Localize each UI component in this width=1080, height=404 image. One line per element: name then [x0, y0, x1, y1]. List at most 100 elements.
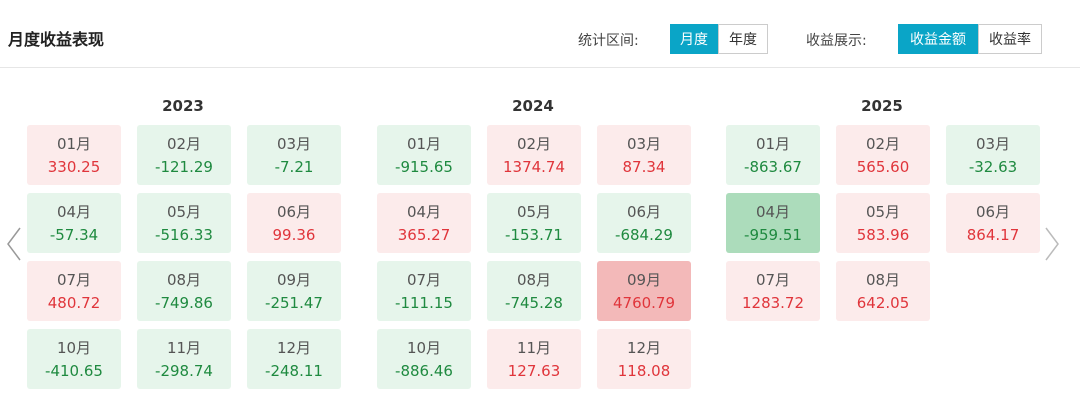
month-label: 03月: [975, 135, 1011, 153]
month-value: 864.17: [966, 226, 1020, 244]
month-cell: 10月 -886.46: [377, 329, 471, 389]
month-label: 06月: [626, 203, 662, 221]
month-cell: 11月 127.63: [487, 329, 581, 389]
display-button[interactable]: 收益率: [978, 24, 1042, 54]
month-cell: 07月 480.72: [27, 261, 121, 321]
month-value: 127.63: [507, 362, 561, 380]
month-label: 05月: [166, 203, 202, 221]
year-label: 2024: [512, 97, 554, 115]
month-cell: 03月 87.34: [597, 125, 691, 185]
month-value: 642.05: [856, 294, 910, 312]
month-cell: 01月 330.25: [27, 125, 121, 185]
month-cell: 02月 -121.29: [137, 125, 231, 185]
month-label: 08月: [865, 271, 901, 289]
month-cell: 10月 -410.65: [27, 329, 121, 389]
month-value: -7.21: [274, 158, 314, 176]
month-value: 1283.72: [741, 294, 805, 312]
month-value: 99.36: [272, 226, 316, 244]
month-cell: 05月 -516.33: [137, 193, 231, 253]
page-title: 月度收益表现: [8, 30, 105, 49]
month-value: 118.08: [617, 362, 671, 380]
month-value: -410.65: [45, 362, 103, 380]
divider: [0, 67, 1080, 68]
month-cell: 04月 365.27: [377, 193, 471, 253]
month-label: 01月: [56, 135, 92, 153]
month-value: -57.34: [49, 226, 99, 244]
month-label: 11月: [166, 339, 202, 357]
month-label: 07月: [755, 271, 791, 289]
month-cell: 09月 -251.47: [247, 261, 341, 321]
month-label: 10月: [406, 339, 442, 357]
month-cell: 07月 -111.15: [377, 261, 471, 321]
period-label: 统计区间:: [578, 33, 639, 49]
prev-arrow[interactable]: [4, 226, 24, 262]
month-value: 365.27: [397, 226, 451, 244]
month-label: 04月: [406, 203, 442, 221]
month-label: 10月: [56, 339, 92, 357]
month-label: 06月: [276, 203, 312, 221]
month-value: -121.29: [155, 158, 213, 176]
month-value: -959.51: [744, 226, 802, 244]
month-cell: 02月 1374.74: [487, 125, 581, 185]
month-label: 05月: [516, 203, 552, 221]
month-cell: 12月 -248.11: [247, 329, 341, 389]
period-button[interactable]: 年度: [718, 24, 768, 54]
month-value: 87.34: [622, 158, 666, 176]
month-value: 4760.79: [612, 294, 676, 312]
month-cell: 01月 -863.67: [726, 125, 820, 185]
month-label: 01月: [406, 135, 442, 153]
month-value: -863.67: [744, 158, 802, 176]
month-label: 02月: [865, 135, 901, 153]
month-cell: 04月 -959.51: [726, 193, 820, 253]
month-label: 12月: [276, 339, 312, 357]
month-value: 1374.74: [502, 158, 566, 176]
month-label: 07月: [406, 271, 442, 289]
month-label: 11月: [516, 339, 552, 357]
month-cell: 05月 -153.71: [487, 193, 581, 253]
month-value: 583.96: [856, 226, 910, 244]
month-cell: 09月 4760.79: [597, 261, 691, 321]
month-label: 09月: [276, 271, 312, 289]
month-cell: 08月 -745.28: [487, 261, 581, 321]
month-value: -915.65: [395, 158, 453, 176]
month-value: 480.72: [47, 294, 101, 312]
month-label: 04月: [56, 203, 92, 221]
month-value: 565.60: [856, 158, 910, 176]
month-value: -745.28: [505, 294, 563, 312]
month-cell: 08月 -749.86: [137, 261, 231, 321]
month-value: -248.11: [265, 362, 323, 380]
month-value: -749.86: [155, 294, 213, 312]
month-cell: 11月 -298.74: [137, 329, 231, 389]
year-label: 2023: [162, 97, 204, 115]
month-cell: 07月 1283.72: [726, 261, 820, 321]
month-cell: 05月 583.96: [836, 193, 930, 253]
month-value: -32.63: [968, 158, 1018, 176]
month-label: 03月: [626, 135, 662, 153]
month-label: 04月: [755, 203, 791, 221]
display-button[interactable]: 收益金额: [898, 24, 978, 54]
month-value: -684.29: [615, 226, 673, 244]
month-cell: 06月 864.17: [946, 193, 1040, 253]
month-label: 05月: [865, 203, 901, 221]
display-label: 收益展示:: [806, 33, 867, 49]
month-label: 12月: [626, 339, 662, 357]
month-cell: 02月 565.60: [836, 125, 930, 185]
month-label: 03月: [276, 135, 312, 153]
month-value: 330.25: [47, 158, 101, 176]
month-cell: 04月 -57.34: [27, 193, 121, 253]
month-cell: 03月 -32.63: [946, 125, 1040, 185]
month-label: 06月: [975, 203, 1011, 221]
month-cell: 01月 -915.65: [377, 125, 471, 185]
month-cell: 12月 118.08: [597, 329, 691, 389]
month-cell: 06月 99.36: [247, 193, 341, 253]
month-value: -153.71: [505, 226, 563, 244]
month-label: 08月: [516, 271, 552, 289]
next-arrow[interactable]: [1042, 226, 1062, 262]
month-label: 07月: [56, 271, 92, 289]
month-cell: 06月 -684.29: [597, 193, 691, 253]
month-label: 09月: [626, 271, 662, 289]
period-button[interactable]: 月度: [670, 24, 718, 54]
month-label: 02月: [516, 135, 552, 153]
month-value: -251.47: [265, 294, 323, 312]
